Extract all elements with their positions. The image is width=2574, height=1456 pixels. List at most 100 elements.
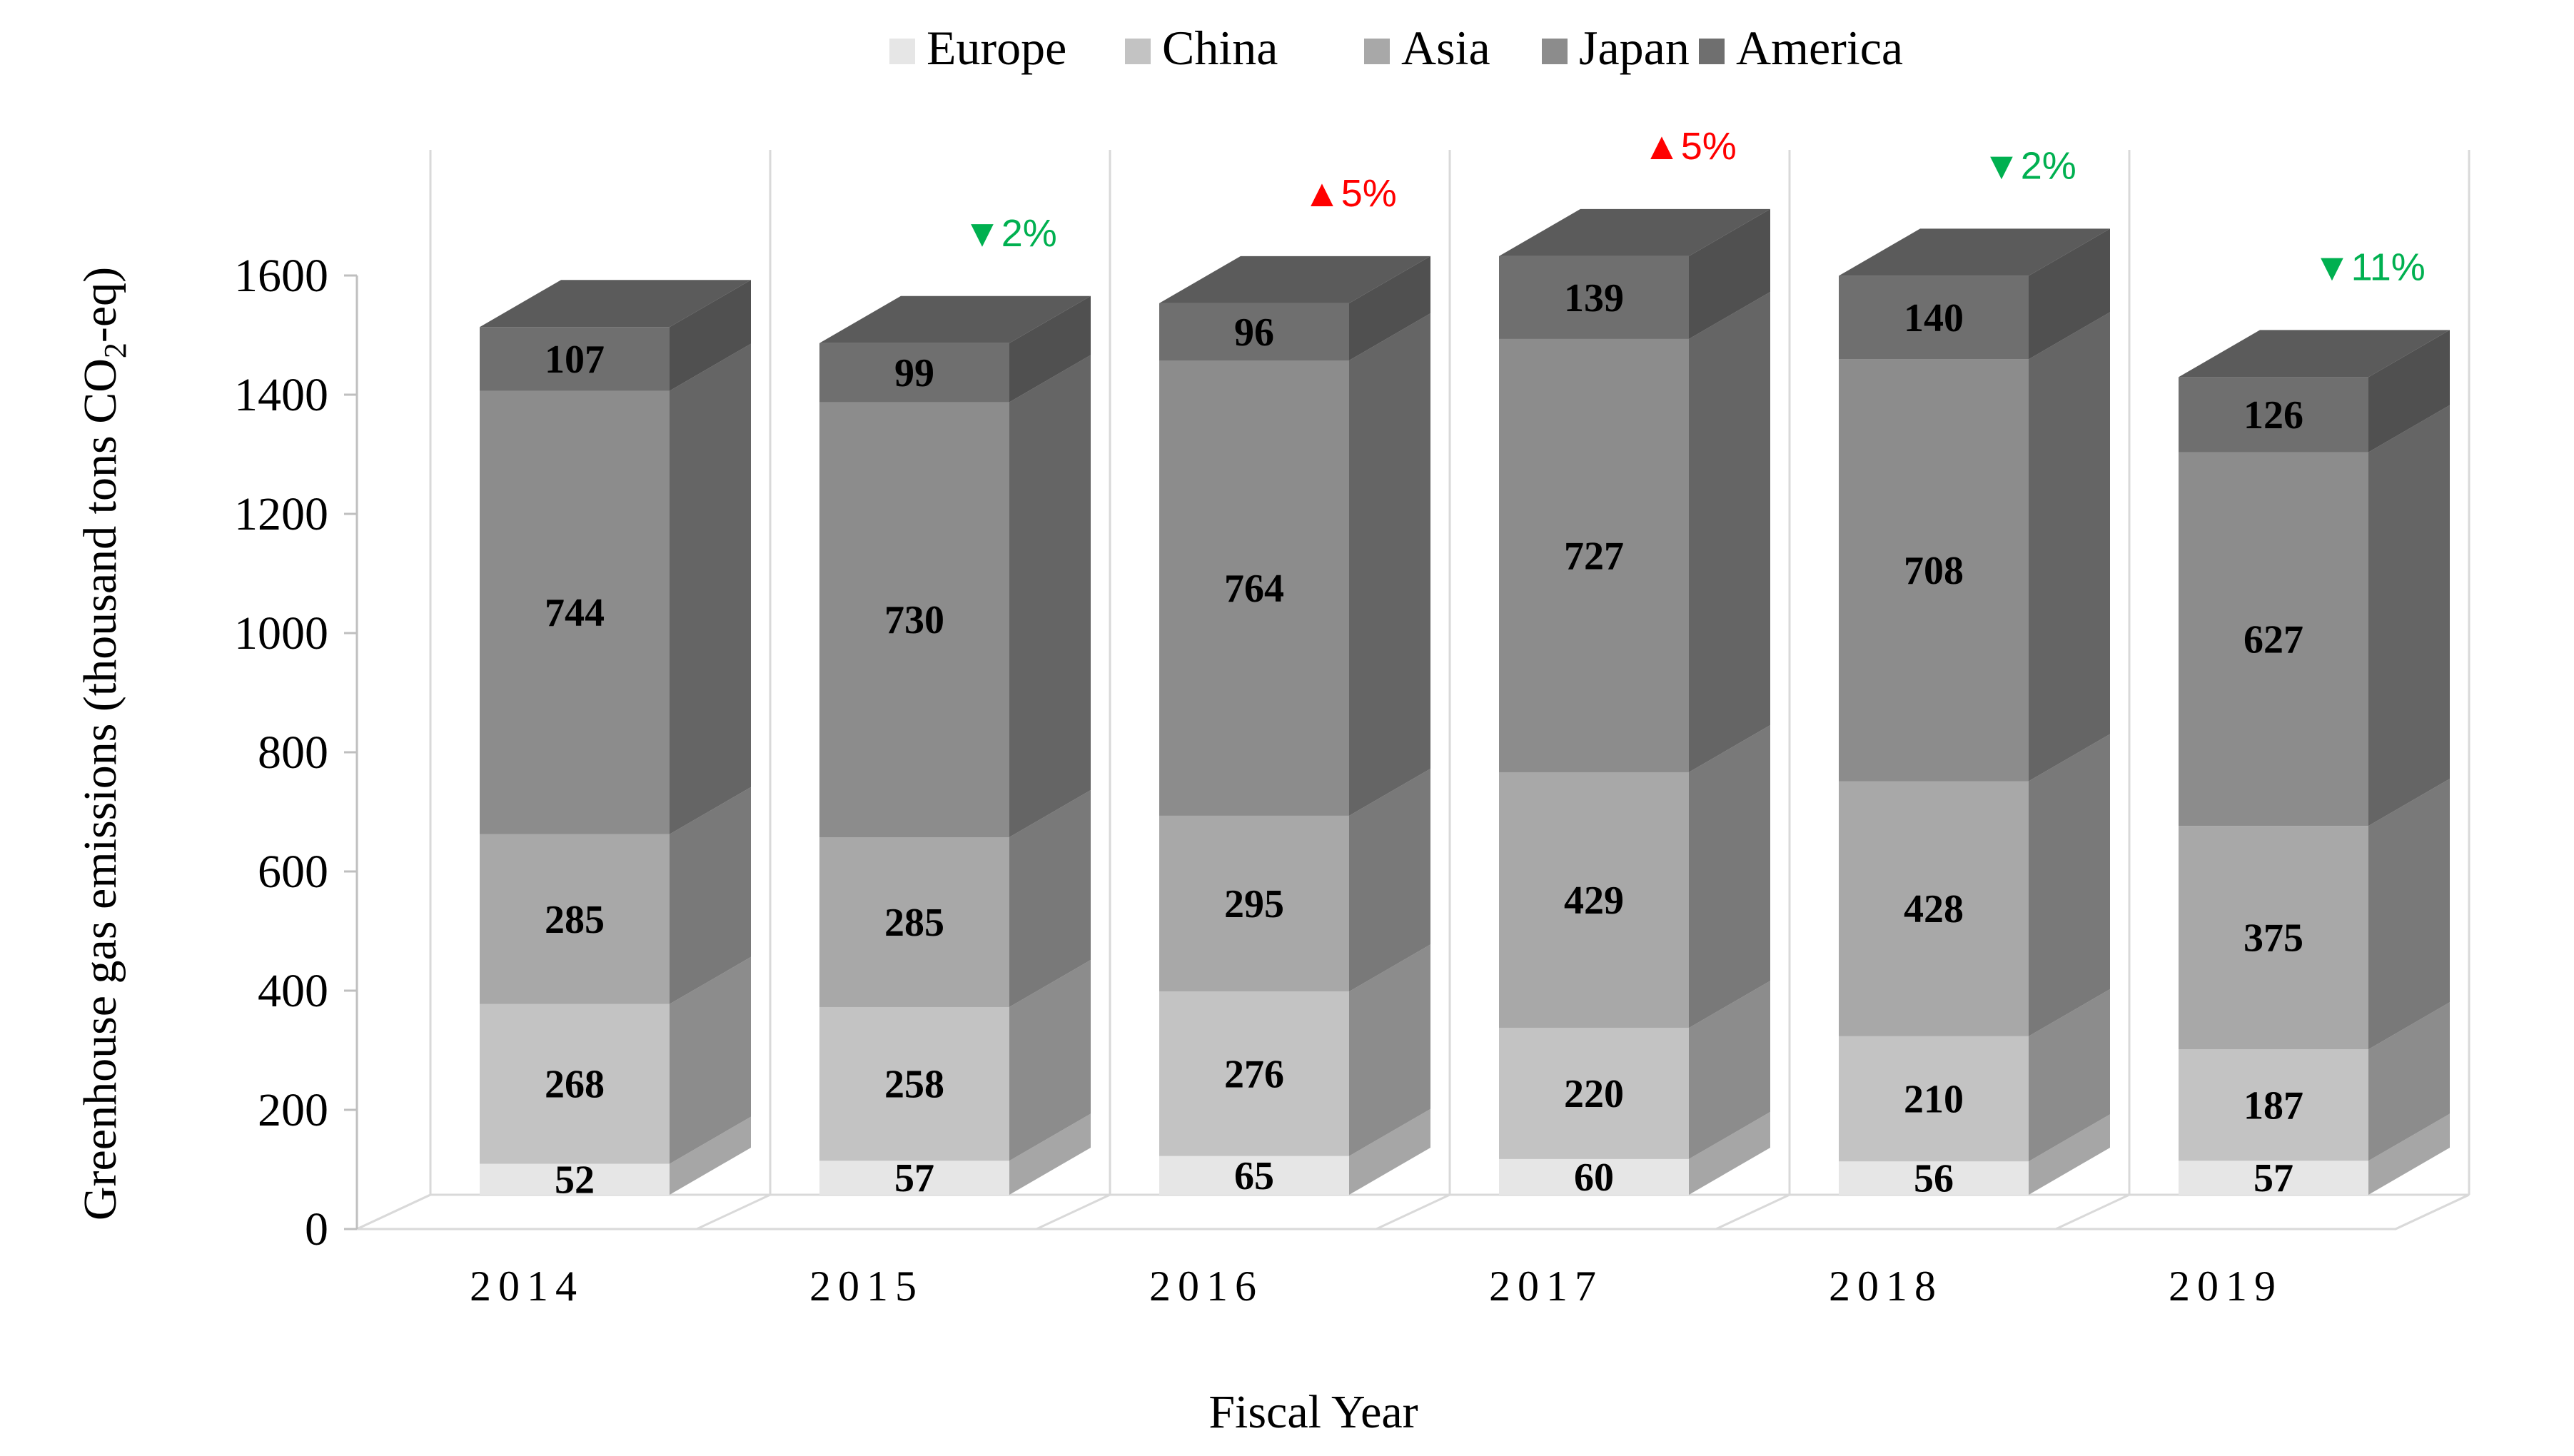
bar-stack: [819, 295, 1091, 1195]
bar-side-china: [1349, 944, 1430, 1156]
bar-side-japan: [1689, 291, 1770, 772]
bar-segment-europe: [1159, 1156, 1349, 1195]
data-label: 285: [884, 901, 944, 945]
data-label: 285: [545, 898, 605, 942]
bar-segment-america: [1839, 275, 2029, 360]
bar-stack: [480, 280, 751, 1195]
bar-segment-europe: [1499, 1158, 1689, 1195]
bar-segment-china: [1499, 1028, 1689, 1159]
bar-stack: [1499, 208, 1770, 1195]
bar-side-asia: [1009, 790, 1091, 1007]
bar-segment-america: [1499, 256, 1689, 339]
bar-side-europe: [1009, 1113, 1091, 1195]
legend-swatch: [889, 39, 915, 64]
bar-stack: [2179, 330, 2450, 1195]
bar-segment-asia: [2179, 826, 2368, 1050]
bar-side-china: [1689, 981, 1770, 1159]
floor-divider: [1715, 1193, 1790, 1230]
x-axis-ticks: 2014 2015 2016 2017 2018 2019: [470, 1263, 2283, 1310]
bar-side-america: [2368, 330, 2450, 453]
legend-swatch: [1125, 39, 1151, 64]
y-tick-label: 1200: [234, 488, 328, 540]
bar-side-japan: [1009, 355, 1091, 837]
data-label: 268: [545, 1063, 605, 1107]
bar-segment-china: [2179, 1049, 2368, 1161]
bar-side-america: [2029, 228, 2110, 360]
legend-label: Asia: [1401, 21, 1490, 75]
legend-label: America: [1736, 21, 1903, 75]
data-label: 429: [1564, 879, 1624, 923]
y-tick-label: 200: [258, 1084, 328, 1136]
bar-top: [480, 280, 751, 328]
bar-segment-america: [2179, 377, 2368, 453]
data-label: 627: [2244, 617, 2303, 662]
bar-side-japan: [2368, 405, 2450, 826]
x-tick-label: 2016: [1149, 1263, 1263, 1310]
x-tick-label: 2015: [809, 1263, 924, 1310]
data-label: 139: [1564, 276, 1624, 320]
bar-stack: [1159, 256, 1430, 1195]
bar-top: [1499, 208, 1770, 256]
data-label: 744: [545, 591, 605, 635]
data-label: 140: [1904, 296, 1964, 340]
change-annotation: ▼2%: [1982, 144, 2076, 187]
data-label: 99: [894, 351, 934, 395]
floor-divider: [1036, 1193, 1111, 1230]
bar-segment-china: [480, 1003, 670, 1164]
data-label: 65: [1234, 1154, 1274, 1198]
data-label: 276: [1224, 1052, 1284, 1096]
data-label: 96: [1234, 310, 1274, 355]
data-label: 60: [1574, 1156, 1614, 1200]
gridlines: [429, 150, 2470, 1195]
bar-segment-china: [819, 1006, 1009, 1161]
data-label: 727: [1564, 534, 1624, 578]
bar-segment-europe: [2179, 1161, 2368, 1195]
y-axis-title-main: Greenhouse gas emissions (thousand tons …: [74, 358, 126, 1220]
y-axis-title: Greenhouse gas emissions (thousand tons …: [74, 267, 133, 1220]
data-label: 730: [884, 598, 944, 642]
data-label: 428: [1904, 887, 1964, 931]
data-labels: 52 268 285 744 107 57 258 285 730 99 65 276 295 764 96…: [545, 276, 2303, 1202]
chart-floor: [356, 1193, 2470, 1230]
change-annotation: ▼2%: [963, 212, 1057, 255]
bar-stack: [1839, 228, 2110, 1195]
y-tick-label: 600: [258, 846, 328, 898]
x-tick-label: 2019: [2169, 1263, 2283, 1310]
bar-side-europe: [1689, 1111, 1770, 1195]
data-label: 56: [1914, 1157, 1954, 1201]
change-annotations: ▼2% ▲5% ▲5% ▼2% ▼11%: [963, 125, 2426, 289]
data-label: 764: [1224, 567, 1284, 611]
legend-label: China: [1162, 21, 1278, 75]
y-tick-label: 0: [305, 1203, 328, 1255]
bar-top: [2179, 330, 2450, 378]
legend: Europe China Asia Japan America: [889, 21, 1903, 75]
bar-segment-asia: [1499, 772, 1689, 1028]
y-tick-label: 400: [258, 965, 328, 1017]
legend-swatch: [1364, 39, 1390, 64]
bar-segment-america: [480, 327, 670, 391]
legend-swatch: [1542, 39, 1568, 64]
y-tick-label: 800: [258, 727, 328, 779]
data-label: 295: [1224, 882, 1284, 926]
bar-segment-japan: [1839, 359, 2029, 782]
bar-side-japan: [1349, 313, 1430, 816]
legend-label: Europe: [927, 21, 1066, 75]
bar-side-europe: [1349, 1108, 1430, 1195]
bar-side-america: [1009, 295, 1091, 403]
bar-side-america: [670, 280, 751, 391]
y-axis-ticks: 0 200 400 600 800 1000 1200 1400 1600: [234, 250, 358, 1255]
bar-side-europe: [2029, 1114, 2110, 1195]
bar-segment-japan: [2179, 452, 2368, 826]
legend-item-china: China: [1125, 21, 1278, 75]
bar-segment-asia: [819, 837, 1009, 1007]
bar-segment-china: [1839, 1036, 2029, 1162]
data-label: 187: [2244, 1083, 2303, 1128]
bar-side-asia: [670, 787, 751, 1004]
bar-side-europe: [670, 1116, 751, 1195]
bars: [480, 208, 2450, 1195]
data-label: 375: [2244, 916, 2303, 961]
legend-item-asia: Asia: [1364, 21, 1490, 75]
data-label: 210: [1904, 1078, 1964, 1122]
floor-divider: [696, 1193, 771, 1230]
